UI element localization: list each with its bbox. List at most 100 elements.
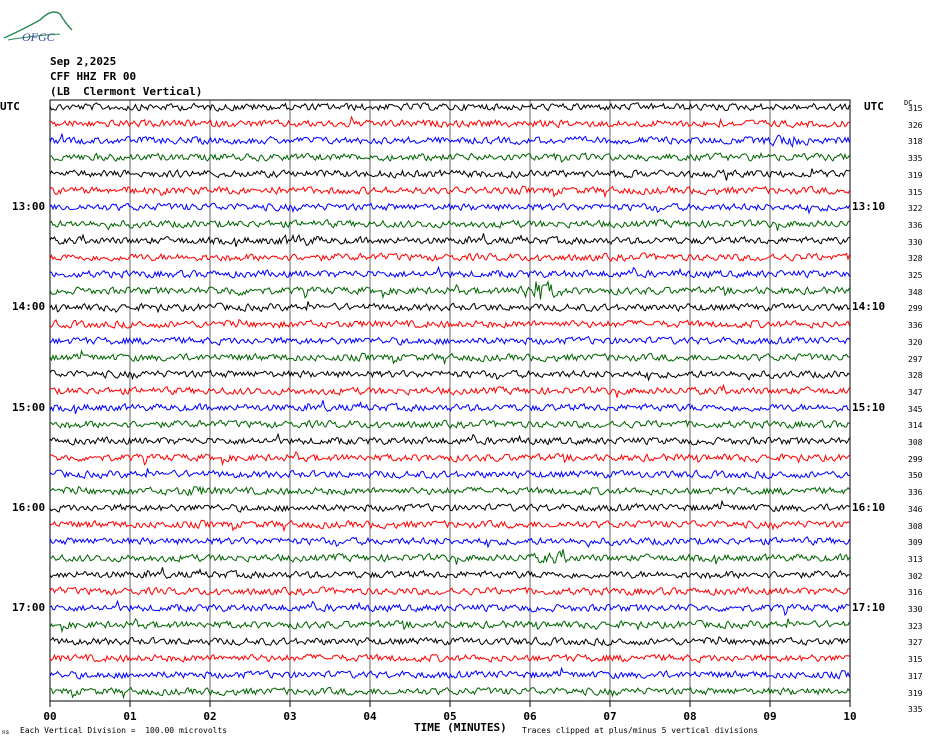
trace-21 bbox=[49, 450, 850, 467]
time-label-left: 17:00 bbox=[12, 601, 46, 614]
utc-left-label: UTC bbox=[0, 100, 20, 113]
dc-offset-label: 308 bbox=[908, 521, 923, 531]
dc-offset-label: 336 bbox=[908, 220, 923, 230]
minute-gridlines bbox=[129, 100, 771, 701]
x-tick-label: 05 bbox=[443, 710, 457, 723]
dc-offset-label: 320 bbox=[908, 337, 923, 347]
x-tick-label: 01 bbox=[123, 710, 137, 723]
trace-7 bbox=[49, 219, 850, 231]
dc-offset-label: 314 bbox=[908, 421, 923, 431]
time-label-right: 17:10 bbox=[852, 601, 886, 614]
x-ticks bbox=[49, 701, 851, 707]
time-label-left: 16:00 bbox=[12, 500, 46, 514]
dc-offset-label: 299 bbox=[908, 304, 923, 314]
trace-3 bbox=[49, 151, 850, 163]
trace-1 bbox=[49, 115, 850, 129]
x-tick-label: 03 bbox=[283, 710, 297, 723]
dc-offset-label: 315 bbox=[908, 104, 923, 113]
location-label: (LB Clermont Vertical) bbox=[50, 85, 203, 98]
dc-offset-label: 350 bbox=[908, 471, 923, 481]
trace-11 bbox=[49, 279, 850, 300]
dc-offset-label: 323 bbox=[908, 621, 923, 631]
x-tick-label: 08 bbox=[683, 710, 697, 723]
trace-19 bbox=[49, 419, 850, 430]
dc-offset-label: 336 bbox=[908, 321, 923, 331]
trace-10 bbox=[49, 265, 850, 279]
dc-offset-label: 319 bbox=[908, 688, 923, 698]
trace-25 bbox=[49, 519, 850, 533]
dc-offset-label: 322 bbox=[908, 204, 923, 214]
scale-note: Each Vertical Division = 100.00 microvol… bbox=[20, 726, 228, 735]
dc-label: DC bbox=[904, 99, 913, 107]
time-label-left: 13:00 bbox=[12, 200, 46, 214]
trace-29 bbox=[49, 586, 850, 597]
footer-mark: ns bbox=[2, 729, 10, 736]
trace-20 bbox=[49, 432, 850, 446]
dc-offset-label: 316 bbox=[908, 588, 923, 598]
trace-6 bbox=[49, 202, 850, 215]
trace-2 bbox=[49, 133, 850, 148]
dc-offset-label: 315 bbox=[908, 655, 923, 665]
trace-12 bbox=[49, 301, 850, 314]
dc-offset-label: 335 bbox=[908, 705, 923, 715]
trace-14 bbox=[49, 335, 850, 346]
dc-offset-label: 319 bbox=[908, 170, 923, 180]
x-tick-label: 10 bbox=[843, 710, 857, 723]
trace-5 bbox=[49, 185, 850, 199]
trace-24 bbox=[49, 499, 850, 513]
dc-offset-label: 346 bbox=[908, 504, 923, 514]
trace-33 bbox=[49, 653, 850, 663]
trace-17 bbox=[49, 383, 850, 398]
dc-offset-label: 302 bbox=[908, 571, 923, 581]
dc-offset-label: 330 bbox=[908, 605, 923, 614]
dc-offset-label: 313 bbox=[908, 554, 923, 564]
x-axis-title: TIME (MINUTES) bbox=[414, 721, 507, 734]
x-tick-label: 06 bbox=[523, 710, 537, 723]
time-label-right: 16:10 bbox=[852, 500, 886, 514]
dc-offset-label: 328 bbox=[908, 371, 923, 381]
dc-offset-label: 336 bbox=[908, 488, 923, 498]
dc-offset-label: 315 bbox=[908, 187, 923, 197]
date-label: Sep 2,2025 bbox=[50, 55, 117, 68]
dc-offset-label: 348 bbox=[908, 287, 923, 297]
dc-offset-label: 330 bbox=[908, 237, 923, 247]
dc-offset-label: 309 bbox=[908, 538, 923, 548]
time-label-right: 14:10 bbox=[852, 300, 886, 314]
trace-4 bbox=[49, 168, 850, 181]
trace-26 bbox=[49, 536, 850, 549]
trace-13 bbox=[49, 318, 850, 329]
logo-text: OFGC bbox=[22, 30, 56, 44]
time-label-right: 13:10 bbox=[852, 200, 886, 214]
dc-offset-label: 335 bbox=[908, 154, 923, 164]
clip-note: Traces clipped at plus/minus 5 vertical … bbox=[522, 726, 759, 735]
x-tick-label: 09 bbox=[763, 710, 777, 723]
trace-15 bbox=[49, 349, 850, 366]
x-tick-label: 02 bbox=[203, 710, 217, 723]
trace-18 bbox=[49, 400, 850, 414]
trace-22 bbox=[49, 468, 850, 480]
trace-32 bbox=[49, 636, 850, 647]
x-tick-label: 00 bbox=[43, 710, 57, 723]
trace-8 bbox=[49, 233, 850, 247]
dc-offset-label: 318 bbox=[908, 137, 923, 147]
dc-offset-label: 347 bbox=[908, 387, 923, 397]
dc-offset-label: 326 bbox=[908, 120, 923, 130]
trace-0 bbox=[49, 102, 850, 112]
x-tick-label: 07 bbox=[603, 710, 617, 723]
dc-offset-label: 328 bbox=[908, 254, 923, 264]
dc-offset-label: 345 bbox=[908, 404, 923, 414]
trace-9 bbox=[49, 252, 850, 262]
trace-16 bbox=[49, 369, 850, 382]
dc-offset-label: 317 bbox=[908, 671, 923, 681]
dc-offset-label: 327 bbox=[908, 638, 923, 648]
trace-23 bbox=[49, 485, 850, 497]
dc-offset-label: 299 bbox=[908, 454, 923, 464]
trace-31 bbox=[49, 617, 850, 634]
time-label-right: 15:10 bbox=[852, 400, 886, 414]
dc-offset-label: 297 bbox=[908, 354, 923, 364]
time-label-left: 15:00 bbox=[12, 400, 46, 414]
utc-right-label: UTC bbox=[864, 100, 884, 113]
dc-offset-label: 308 bbox=[908, 438, 923, 447]
trace-28 bbox=[49, 567, 850, 580]
